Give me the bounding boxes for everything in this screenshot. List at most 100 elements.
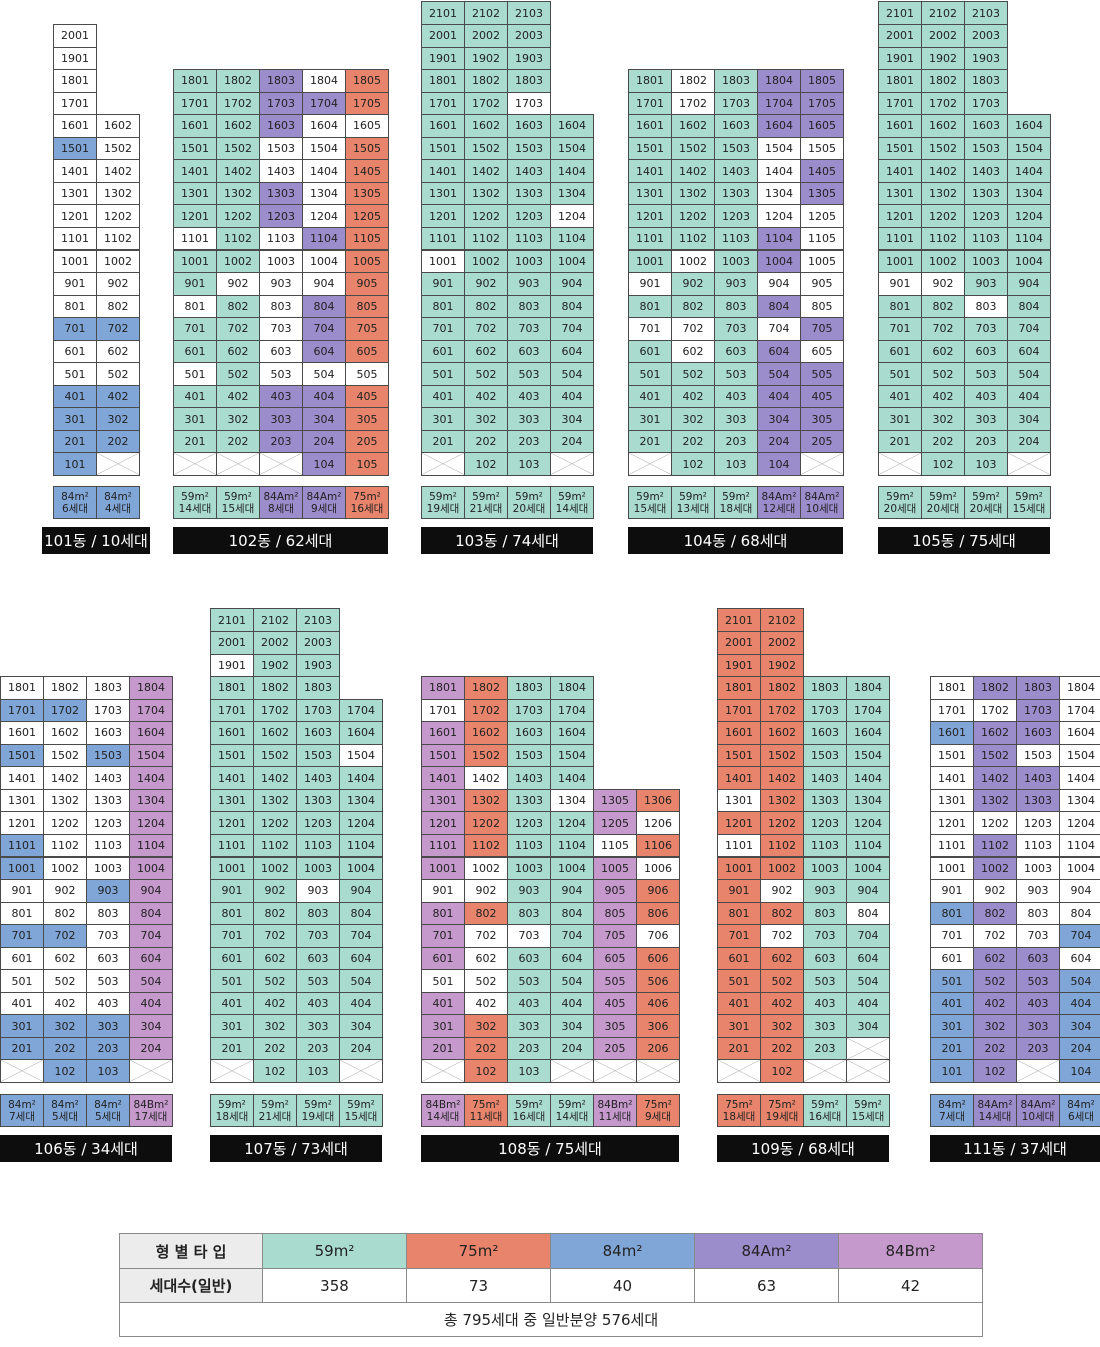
unit-304: 304 — [339, 1014, 383, 1038]
unit-empty-103 — [259, 452, 303, 476]
unit-502: 502 — [973, 969, 1017, 993]
unit-1304: 1304 — [129, 788, 173, 813]
unit-1203: 1203 — [259, 204, 303, 228]
unit-1803: 1803 — [964, 69, 1008, 93]
unit-704: 704 — [550, 924, 594, 948]
unit-702: 702 — [973, 924, 1017, 948]
unit-2003: 2003 — [296, 631, 340, 655]
unit-1103: 1103 — [296, 833, 340, 858]
unit-1803: 1803 — [507, 69, 551, 93]
unit-1402: 1402 — [973, 766, 1017, 790]
unit-1004: 1004 — [129, 856, 173, 881]
unit-1803: 1803 — [507, 676, 551, 700]
unit-1704: 1704 — [339, 698, 383, 723]
building-label: 107동 / 73세대 — [210, 1135, 382, 1162]
unit-1104: 1104 — [129, 833, 173, 858]
type-count-box: 59m² 16세대 — [803, 1094, 847, 1127]
unit-1104: 1104 — [846, 833, 890, 858]
unit-603: 603 — [296, 946, 340, 971]
unit-903: 903 — [507, 272, 551, 296]
unit-503: 503 — [259, 362, 303, 386]
no-unit-cross — [422, 1060, 464, 1082]
unit-1604: 1604 — [129, 721, 173, 745]
unit-1201: 1201 — [930, 811, 974, 835]
unit-1004: 1004 — [1007, 249, 1051, 274]
unit-304: 304 — [302, 407, 346, 431]
unit-502: 502 — [43, 969, 87, 993]
unit-401: 401 — [53, 384, 97, 409]
unit-1504: 1504 — [757, 136, 801, 161]
unit-1303: 1303 — [507, 788, 551, 813]
unit-403: 403 — [507, 384, 551, 409]
unit-1501: 1501 — [628, 136, 672, 161]
type-label: 84m² — [94, 1098, 122, 1111]
unit-1701: 1701 — [717, 698, 761, 723]
unit-803: 803 — [296, 901, 340, 926]
unit-405: 405 — [800, 384, 844, 409]
unit-1403: 1403 — [507, 766, 551, 790]
unit-1102: 1102 — [760, 833, 804, 858]
unit-1301: 1301 — [878, 181, 922, 206]
type-count-box: 59m² 20세대 — [964, 486, 1008, 519]
unit-1602: 1602 — [96, 114, 140, 138]
unit-104: 104 — [757, 452, 801, 476]
unit-1604: 1604 — [550, 721, 594, 745]
unit-1502: 1502 — [464, 136, 508, 161]
unit-1403: 1403 — [259, 159, 303, 183]
unit-1001: 1001 — [210, 856, 254, 881]
unit-504: 504 — [550, 362, 594, 386]
unit-1402: 1402 — [921, 159, 965, 183]
type-label: 59m² — [429, 490, 457, 503]
unit-503: 503 — [1016, 969, 1060, 993]
unit-1006: 1006 — [636, 856, 680, 881]
unit-305: 305 — [593, 1014, 637, 1038]
unit-501: 501 — [0, 969, 44, 993]
legend-type-84a: 84Am² — [694, 1233, 839, 1269]
unit-505: 505 — [593, 969, 637, 993]
unit-404: 404 — [550, 384, 594, 409]
unit-604: 604 — [846, 946, 890, 971]
unit-count: 7세대 — [8, 1110, 35, 1123]
unit-602: 602 — [464, 946, 508, 971]
unit-1305: 1305 — [345, 181, 389, 206]
unit-1201: 1201 — [0, 811, 44, 835]
building-label: 103동 / 74세대 — [421, 527, 593, 554]
unit-404: 404 — [302, 384, 346, 409]
unit-204: 204 — [757, 429, 801, 454]
unit-1303: 1303 — [296, 788, 340, 813]
unit-1001: 1001 — [717, 856, 761, 881]
unit-empty-104 — [846, 1059, 890, 1083]
unit-1104: 1104 — [550, 226, 594, 251]
unit-903: 903 — [86, 879, 130, 903]
unit-102: 102 — [464, 1059, 508, 1083]
unit-count: 16세대 — [512, 1110, 546, 1123]
unit-1402: 1402 — [216, 159, 260, 183]
unit-702: 702 — [96, 317, 140, 341]
unit-1203: 1203 — [964, 204, 1008, 228]
unit-1004: 1004 — [550, 249, 594, 274]
unit-2003: 2003 — [507, 24, 551, 48]
unit-1001: 1001 — [421, 249, 465, 274]
unit-1204: 1204 — [757, 204, 801, 228]
unit-2101: 2101 — [717, 608, 761, 632]
unit-303: 303 — [964, 407, 1008, 431]
unit-201: 201 — [717, 1036, 761, 1061]
no-unit-cross — [551, 1060, 593, 1082]
unit-601: 601 — [717, 946, 761, 971]
unit-empty-101 — [628, 452, 672, 476]
unit-1503: 1503 — [714, 136, 758, 161]
type-count-box: 59m² 21세대 — [253, 1094, 297, 1127]
unit-803: 803 — [86, 901, 130, 926]
unit-1501: 1501 — [173, 136, 217, 161]
unit-1504: 1504 — [846, 743, 890, 768]
unit-1404: 1404 — [1007, 159, 1051, 183]
unit-504: 504 — [1007, 362, 1051, 386]
unit-1703: 1703 — [714, 91, 758, 116]
legend-table: 형 별 타 입 59m² 75m² 84m² 84Am² 84Bm² 세대수(일… — [119, 1233, 983, 1337]
unit-504: 504 — [302, 362, 346, 386]
unit-1603: 1603 — [1016, 721, 1060, 745]
unit-1404: 1404 — [339, 766, 383, 790]
unit-401: 401 — [0, 991, 44, 1016]
legend-type-75: 75m² — [406, 1233, 551, 1269]
unit-502: 502 — [464, 969, 508, 993]
